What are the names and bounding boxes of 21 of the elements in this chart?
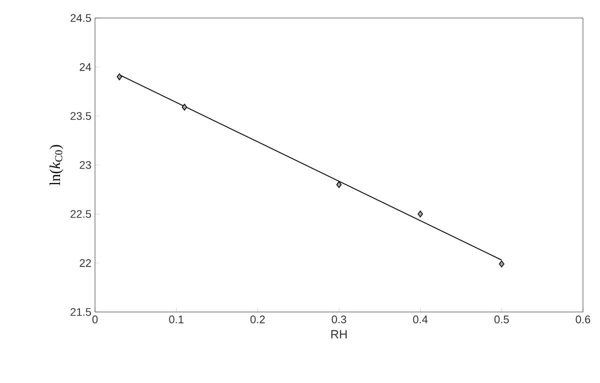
point [182, 104, 188, 111]
y-tick-label: 22 [80, 259, 91, 267]
x-tick-label: 0.6 [576, 316, 590, 324]
point [499, 260, 504, 268]
y-axis-title: ln(k$_{C0}$) [50, 145, 64, 186]
x-tick-label: 0.4 [413, 316, 428, 324]
y-tick-label: 24 [80, 63, 92, 71]
x-axis-title: RH [331, 330, 347, 338]
y-tick-label: 24.5 [70, 14, 91, 22]
point [418, 210, 423, 218]
x-tick-label: 0.2 [250, 316, 265, 324]
x-tick-label: 0.5 [494, 316, 509, 324]
x-tick-label: 0.3 [332, 316, 346, 324]
y-tick-label: 23.5 [70, 112, 91, 120]
point [336, 181, 342, 188]
x-tick-label: 0.1 [169, 316, 184, 324]
y-tick-label: 23 [80, 161, 91, 169]
x-tick-label: 0 [92, 316, 98, 324]
y-tick-label: 21.5 [70, 308, 91, 316]
point [116, 73, 122, 80]
y-tick-label: 22.5 [70, 210, 91, 218]
